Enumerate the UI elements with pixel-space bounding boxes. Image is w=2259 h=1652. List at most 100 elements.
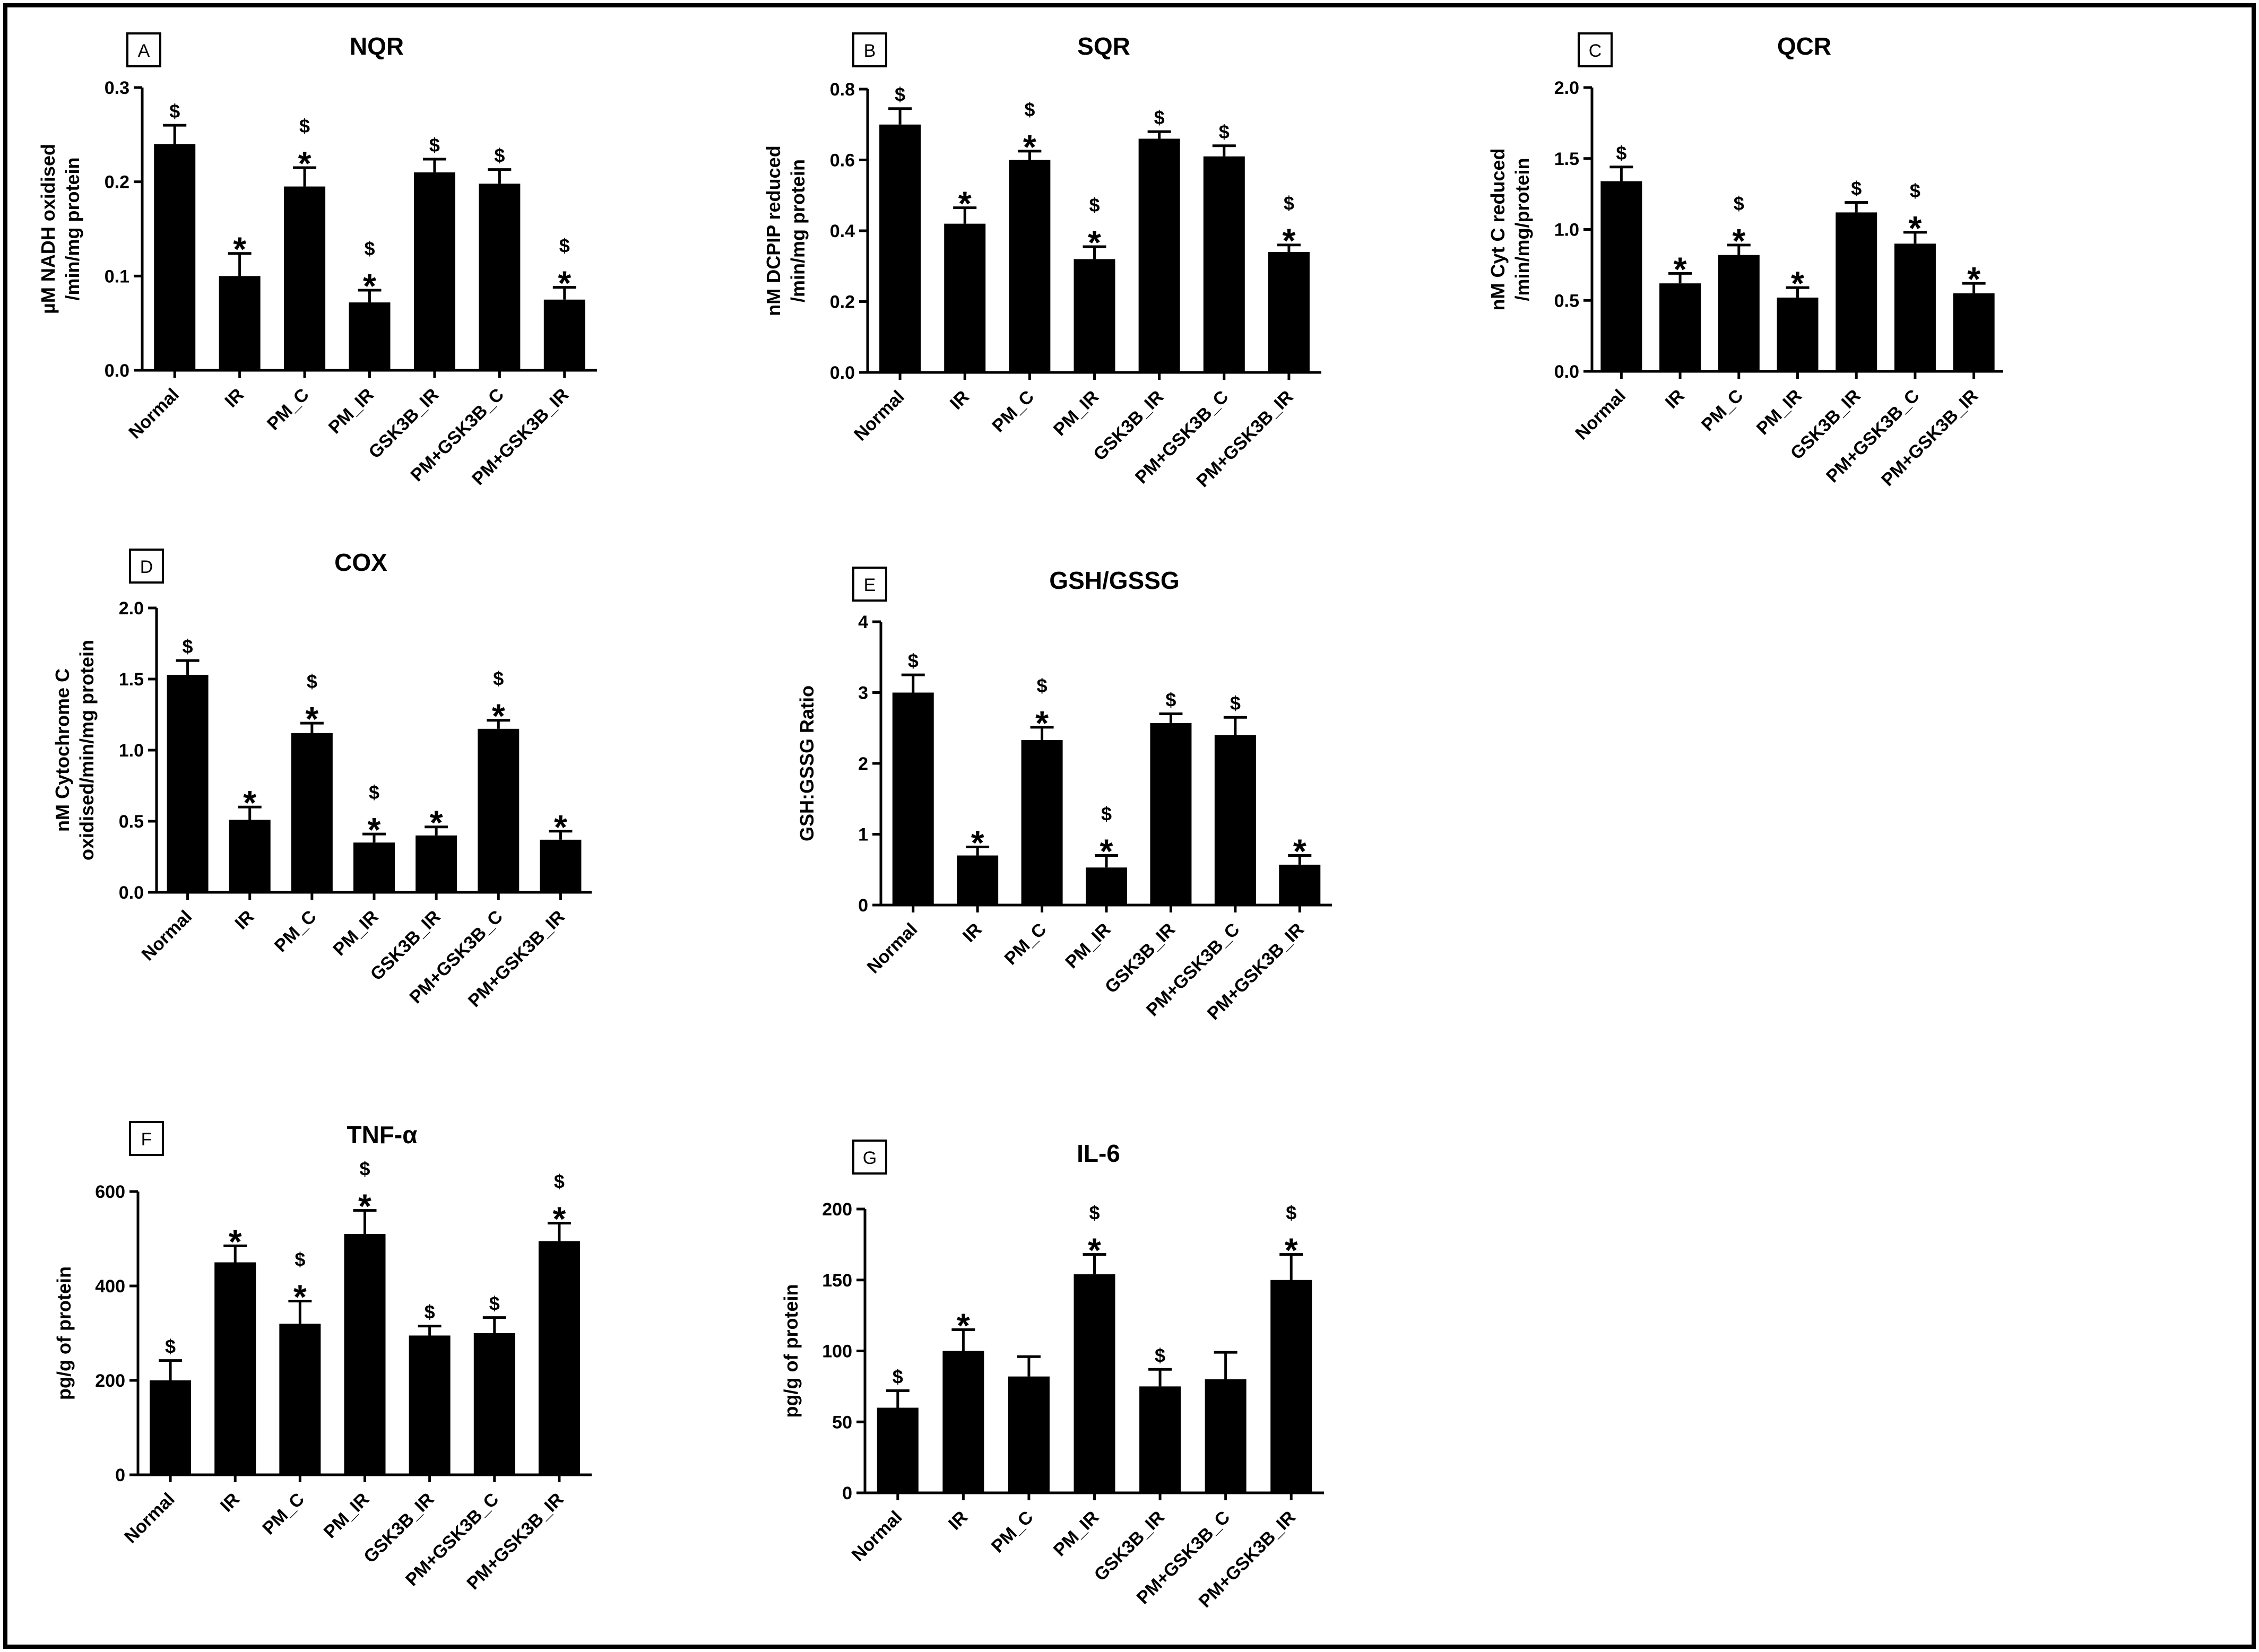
chart-title: TNF-α — [347, 1121, 417, 1149]
chart-title: NQR — [350, 32, 404, 60]
panel-label: E — [864, 575, 876, 595]
y-tick-label: 600 — [95, 1182, 125, 1202]
bar — [150, 1380, 192, 1475]
panel-label: B — [864, 41, 876, 61]
significance-dollar: $ — [559, 235, 570, 257]
panel-label-box — [126, 32, 161, 67]
bar — [409, 1335, 451, 1475]
bar — [1777, 297, 1819, 371]
significance-asterisk: * — [229, 1222, 242, 1260]
significance-dollar: $ — [1024, 99, 1035, 120]
chart-title: IL-6 — [1077, 1140, 1120, 1167]
bar — [957, 855, 999, 905]
bar — [478, 728, 520, 892]
y-tick-label: 1.5 — [1554, 149, 1579, 169]
y-axis-label: µM NADH oxidised — [37, 144, 59, 314]
bar — [1214, 735, 1256, 905]
significance-asterisk: * — [363, 267, 376, 305]
bar — [214, 1262, 256, 1475]
bar — [1086, 867, 1127, 905]
bar — [1008, 1376, 1050, 1493]
significance-asterisk: * — [558, 264, 571, 302]
significance-asterisk: * — [552, 1200, 566, 1238]
y-axis-label: pg/g of protein — [53, 1266, 75, 1400]
panel-label: D — [140, 557, 153, 577]
panel-label-box — [1578, 32, 1613, 67]
significance-dollar: $ — [165, 1336, 176, 1358]
bar — [538, 1241, 580, 1475]
bar — [1150, 723, 1192, 905]
y-tick-label: 0.3 — [105, 78, 129, 98]
chart-title: COX — [334, 549, 387, 576]
significance-asterisk: * — [1791, 264, 1804, 302]
bar — [291, 733, 333, 892]
significance-asterisk: * — [1285, 1231, 1298, 1270]
chart-title: SQR — [1077, 32, 1130, 60]
bar — [349, 302, 391, 370]
significance-asterisk: * — [1674, 250, 1687, 288]
y-tick-label: 1.0 — [119, 741, 144, 761]
bar — [892, 692, 934, 905]
significance-dollar: $ — [425, 1301, 435, 1323]
significance-dollar: $ — [359, 1158, 370, 1180]
panel-label-box — [129, 1121, 164, 1156]
significance-dollar: $ — [908, 650, 919, 672]
bar — [543, 299, 585, 370]
y-tick-label: 0.1 — [105, 266, 129, 286]
significance-asterisk: * — [554, 808, 567, 846]
significance-dollar: $ — [1155, 1344, 1165, 1366]
y-tick-label: 50 — [832, 1412, 852, 1432]
significance-dollar: $ — [1286, 1202, 1296, 1224]
bar — [1894, 244, 1936, 371]
y-tick-label: 1.0 — [1554, 220, 1579, 240]
significance-asterisk: * — [492, 697, 505, 735]
bar — [229, 820, 271, 892]
significance-dollar: $ — [1154, 107, 1165, 128]
significance-dollar: $ — [1910, 180, 1920, 202]
y-tick-label: 0 — [858, 895, 868, 916]
significance-dollar: $ — [1230, 692, 1241, 714]
y-tick-label: 0 — [115, 1465, 125, 1485]
significance-dollar: $ — [1089, 1202, 1100, 1224]
significance-dollar: $ — [295, 1248, 305, 1270]
y-axis-label: pg/g of protein — [780, 1284, 802, 1418]
significance-asterisk: * — [1282, 222, 1295, 260]
y-tick-label: 0 — [842, 1483, 852, 1503]
panel-label: C — [1589, 41, 1602, 61]
chart-title: QCR — [1777, 32, 1831, 60]
y-tick-label: 0.4 — [830, 221, 855, 241]
y-axis-label: nM Cytochrome C — [51, 668, 73, 832]
y-tick-label: 3 — [858, 683, 868, 703]
y-axis-label: nM DCPIP reduced — [763, 145, 784, 316]
bar — [942, 1351, 984, 1493]
bar — [877, 1407, 919, 1493]
panel-label-box — [852, 32, 887, 67]
significance-dollar: $ — [1089, 194, 1100, 216]
significance-dollar: $ — [429, 134, 440, 156]
y-axis-label: /min/mg/protein — [1511, 158, 1533, 301]
significance-dollar: $ — [1851, 178, 1862, 199]
y-tick-label: 0.5 — [1554, 291, 1579, 311]
bar — [1203, 156, 1245, 372]
bar — [1270, 1280, 1312, 1493]
bar — [879, 124, 921, 372]
significance-asterisk: * — [233, 230, 246, 268]
y-tick-label: 100 — [822, 1342, 852, 1362]
significance-asterisk: * — [293, 1277, 307, 1316]
significance-dollar: $ — [169, 100, 180, 122]
panel-label-box — [852, 1140, 887, 1175]
significance-dollar: $ — [1616, 142, 1626, 164]
significance-dollar: $ — [1037, 675, 1048, 697]
bar — [1138, 138, 1180, 372]
bar — [344, 1234, 386, 1475]
y-tick-label: 200 — [95, 1371, 125, 1391]
significance-dollar: $ — [183, 636, 193, 657]
y-tick-label: 0.0 — [830, 363, 855, 383]
significance-dollar: $ — [299, 115, 310, 137]
significance-dollar: $ — [494, 145, 505, 167]
significance-asterisk: * — [368, 811, 381, 849]
significance-asterisk: * — [358, 1187, 371, 1225]
significance-dollar: $ — [493, 668, 504, 690]
y-tick-label: 0.8 — [830, 80, 855, 100]
y-axis-label: /min/mg protein — [787, 159, 809, 302]
